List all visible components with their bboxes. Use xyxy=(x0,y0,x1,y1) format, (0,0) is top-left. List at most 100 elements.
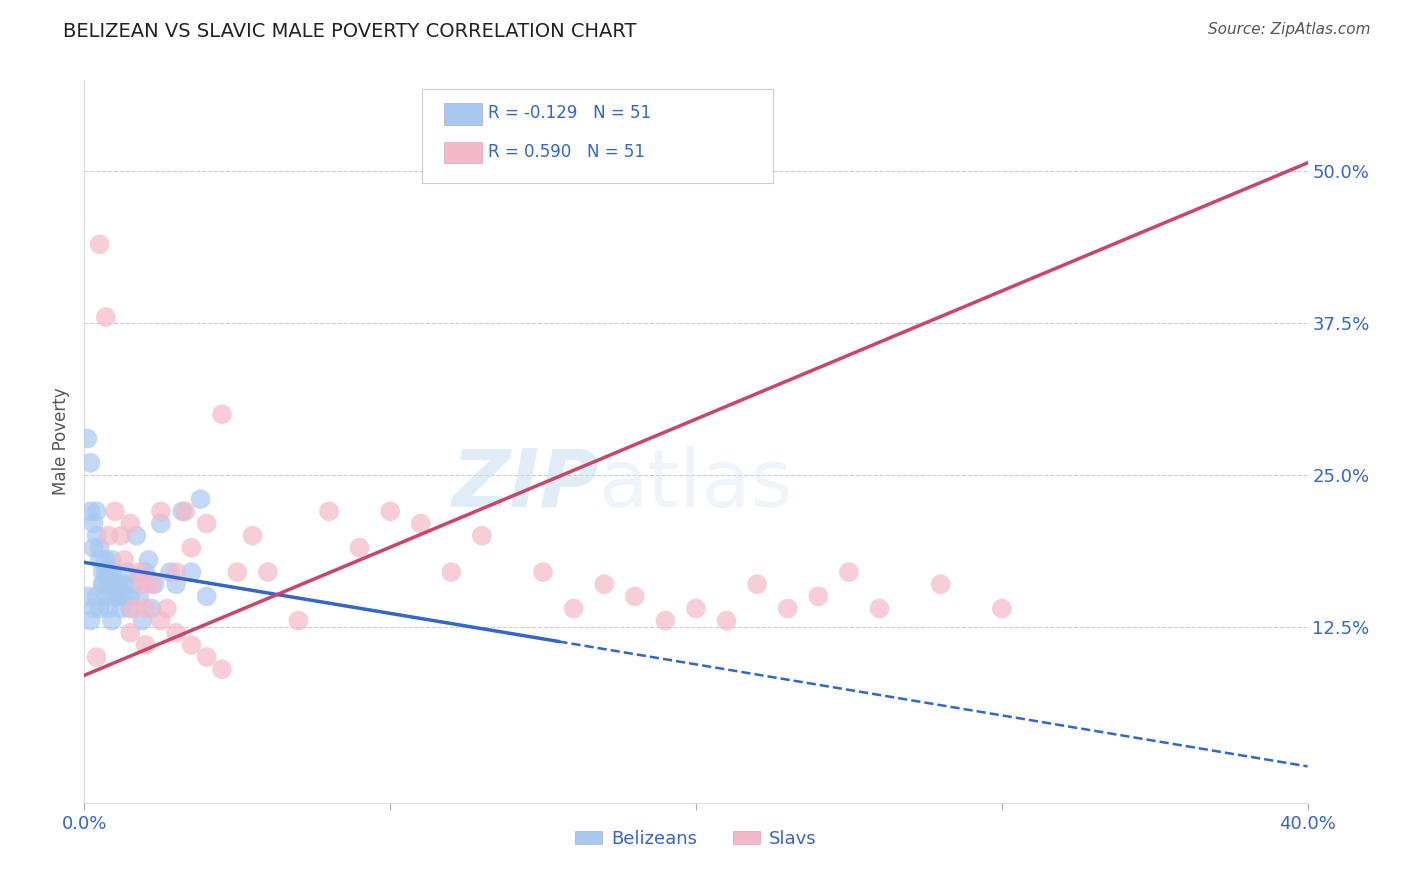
Point xyxy=(180,638,202,652)
Point xyxy=(929,577,952,591)
Point xyxy=(624,590,647,604)
Point xyxy=(195,516,218,531)
Point xyxy=(86,504,108,518)
Point xyxy=(122,577,145,591)
Point xyxy=(112,553,135,567)
Point xyxy=(149,504,172,518)
Point xyxy=(654,614,676,628)
Point xyxy=(776,601,799,615)
Point xyxy=(120,625,142,640)
Point xyxy=(562,601,585,615)
Point xyxy=(97,601,120,615)
Point xyxy=(115,565,138,579)
Point xyxy=(79,456,101,470)
Point xyxy=(110,529,132,543)
Point xyxy=(89,541,111,555)
Point xyxy=(242,529,264,543)
Point xyxy=(135,565,157,579)
Point xyxy=(143,577,166,591)
Point xyxy=(149,516,172,531)
Point xyxy=(440,565,463,579)
Point xyxy=(131,577,153,591)
Point xyxy=(86,590,108,604)
Point xyxy=(156,601,179,615)
Point xyxy=(120,590,142,604)
Point xyxy=(716,614,738,628)
Point xyxy=(287,614,309,628)
Point xyxy=(94,590,117,604)
Point xyxy=(869,601,891,615)
Point xyxy=(141,601,163,615)
Y-axis label: Male Poverty: Male Poverty xyxy=(52,388,70,495)
Point xyxy=(110,601,132,615)
Legend: Belizeans, Slavs: Belizeans, Slavs xyxy=(568,822,824,855)
Point xyxy=(101,553,124,567)
Point xyxy=(165,625,187,640)
Point xyxy=(991,601,1014,615)
Text: R = -0.129   N = 51: R = -0.129 N = 51 xyxy=(488,104,651,122)
Point xyxy=(190,492,212,507)
Point xyxy=(165,565,187,579)
Point xyxy=(91,565,114,579)
Point xyxy=(97,565,120,579)
Point xyxy=(409,516,432,531)
Point xyxy=(125,529,148,543)
Point xyxy=(380,504,402,518)
Point xyxy=(120,601,142,615)
Point xyxy=(89,553,111,567)
Point xyxy=(257,565,280,579)
Point xyxy=(91,577,114,591)
Point xyxy=(135,601,157,615)
Point xyxy=(94,565,117,579)
Point xyxy=(104,577,127,591)
Point xyxy=(104,590,127,604)
Point xyxy=(86,529,108,543)
Point xyxy=(94,310,117,324)
Point xyxy=(165,577,187,591)
Point xyxy=(120,516,142,531)
Text: R = 0.590   N = 51: R = 0.590 N = 51 xyxy=(488,143,645,161)
Point xyxy=(141,577,163,591)
Point xyxy=(101,565,124,579)
Point xyxy=(112,577,135,591)
Point xyxy=(685,601,707,615)
Point xyxy=(79,504,101,518)
Point xyxy=(83,541,105,555)
Text: atlas: atlas xyxy=(598,446,793,524)
Point xyxy=(97,529,120,543)
Point xyxy=(180,565,202,579)
Point xyxy=(318,504,340,518)
Point xyxy=(211,407,233,421)
Text: Source: ZipAtlas.com: Source: ZipAtlas.com xyxy=(1208,22,1371,37)
Point xyxy=(838,565,860,579)
Point xyxy=(89,601,111,615)
Point xyxy=(91,577,114,591)
Point xyxy=(107,590,129,604)
Point xyxy=(86,650,108,665)
Point xyxy=(76,590,98,604)
Point xyxy=(107,577,129,591)
Point xyxy=(128,565,150,579)
Point xyxy=(89,237,111,252)
Point xyxy=(104,504,127,518)
Point xyxy=(97,577,120,591)
Point xyxy=(226,565,249,579)
Point xyxy=(94,553,117,567)
Point xyxy=(135,638,157,652)
Point xyxy=(195,590,218,604)
Point xyxy=(122,601,145,615)
Point xyxy=(174,504,197,518)
Text: ZIP: ZIP xyxy=(451,446,598,524)
Point xyxy=(349,541,371,555)
Point xyxy=(128,590,150,604)
Point xyxy=(807,590,830,604)
Point xyxy=(138,553,160,567)
Point xyxy=(83,516,105,531)
Point xyxy=(83,601,105,615)
Point xyxy=(471,529,494,543)
Point xyxy=(531,565,554,579)
Point xyxy=(149,614,172,628)
Point xyxy=(131,614,153,628)
Point xyxy=(76,432,98,446)
Point xyxy=(211,662,233,676)
